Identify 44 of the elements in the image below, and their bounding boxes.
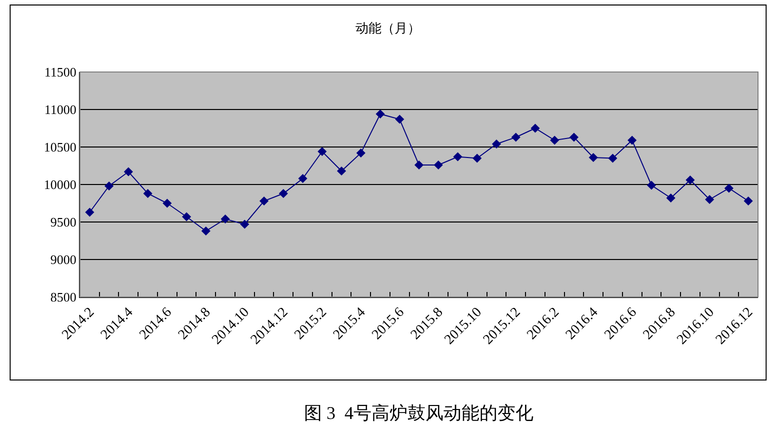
point xyxy=(182,212,192,222)
point xyxy=(705,194,714,204)
point xyxy=(356,148,366,158)
point xyxy=(569,132,579,142)
point xyxy=(628,136,637,145)
point xyxy=(472,154,482,163)
y-tick-label: 8500 xyxy=(50,290,76,305)
y-tick-label: 10000 xyxy=(44,177,76,192)
point xyxy=(259,196,269,206)
point xyxy=(453,152,462,162)
point xyxy=(686,175,695,185)
point xyxy=(85,208,94,217)
point xyxy=(666,193,676,203)
caption: 图 3 4号高炉鼓风动能的变化 xyxy=(304,403,534,423)
point xyxy=(414,160,424,170)
point xyxy=(298,174,308,184)
point xyxy=(104,181,114,191)
point xyxy=(376,109,385,119)
point xyxy=(143,188,152,198)
point xyxy=(492,139,502,149)
point xyxy=(588,152,598,162)
point xyxy=(201,226,210,236)
point xyxy=(511,132,520,142)
point xyxy=(240,220,250,229)
point xyxy=(646,180,656,190)
point xyxy=(434,160,443,170)
y-tick-label: 10500 xyxy=(44,140,76,155)
point xyxy=(318,146,327,156)
y-tick-label: 9000 xyxy=(50,252,76,268)
point xyxy=(724,184,734,193)
point xyxy=(278,188,288,198)
point xyxy=(336,166,346,176)
point xyxy=(395,114,404,124)
point xyxy=(608,154,618,163)
y-tick-label: 11000 xyxy=(44,102,76,118)
point xyxy=(744,196,753,206)
point xyxy=(220,214,230,224)
point xyxy=(530,124,540,133)
y-tick-label: 9500 xyxy=(50,214,76,230)
y-tick-label: 11500 xyxy=(44,64,76,80)
point xyxy=(162,198,172,208)
chart-title: 动能（月） xyxy=(356,20,420,36)
point xyxy=(550,136,560,145)
point xyxy=(124,167,133,176)
